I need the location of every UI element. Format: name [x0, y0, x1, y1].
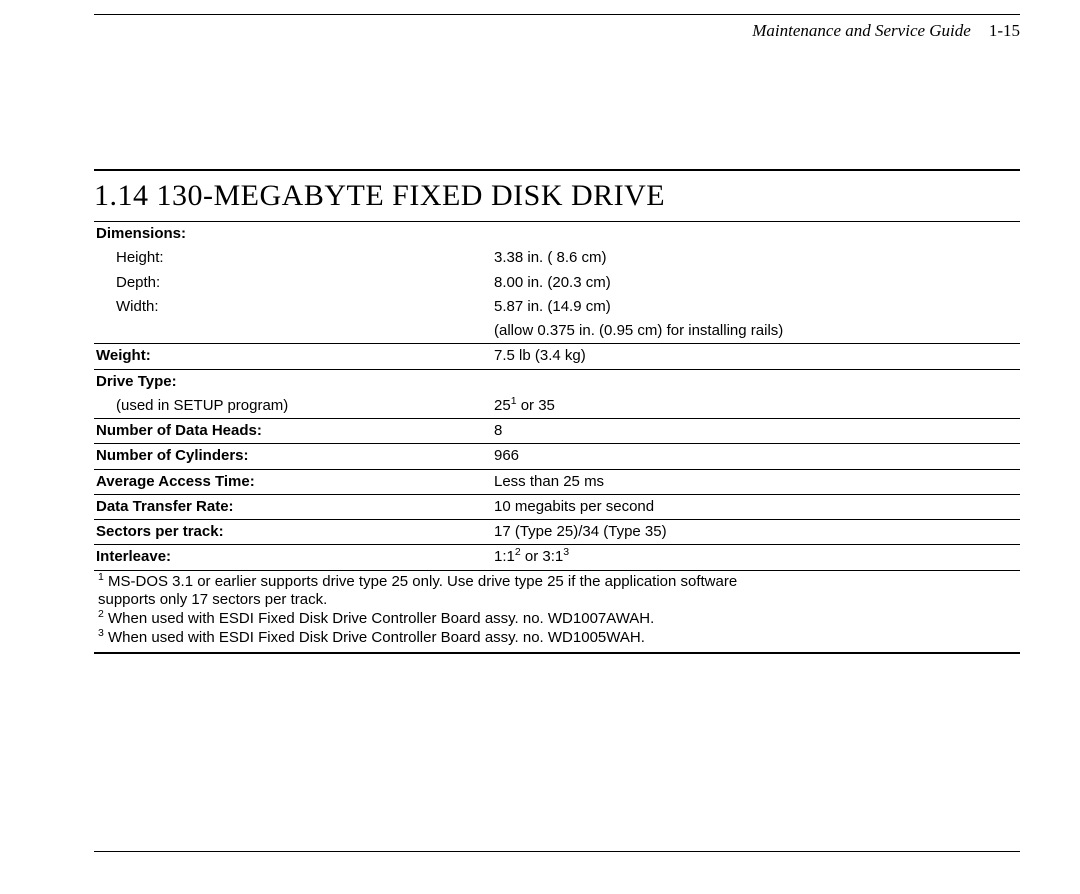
row-cylinders: Number of Cylinders: 966 — [94, 444, 1020, 469]
depth-value: 8.00 in. (20.3 cm) — [494, 273, 1020, 293]
height-label: Height: — [94, 248, 494, 268]
row-sectors: Sectors per track: 17 (Type 25)/34 (Type… — [94, 520, 1020, 545]
weight-label: Weight: — [94, 346, 494, 366]
page-number: 1-15 — [989, 21, 1020, 41]
sectors-label: Sectors per track: — [94, 522, 494, 542]
row-drive-type-header: Drive Type: — [94, 370, 1020, 394]
row-width: Width: 5.87 in. (14.9 cm) — [94, 295, 1020, 319]
row-depth: Depth: 8.00 in. (20.3 cm) — [94, 271, 1020, 295]
section-heading-block: 1.14 130-MEGABYTE FIXED DISK DRIVE — [94, 169, 1020, 222]
header-title: Maintenance and Service Guide — [752, 21, 971, 41]
footnote-1-line1: 1 MS-DOS 3.1 or earlier supports drive t… — [94, 573, 1020, 592]
spec-table: Dimensions: Height: 3.38 in. ( 8.6 cm) D… — [94, 222, 1020, 571]
data-heads-value: 8 — [494, 421, 1020, 441]
spacer — [94, 63, 1020, 169]
section-heading: 1.14 130-MEGABYTE FIXED DISK DRIVE — [94, 179, 1020, 213]
data-heads-label: Number of Data Heads: — [94, 421, 494, 441]
depth-label: Depth: — [94, 273, 494, 293]
drive-type-value: 251 or 35 — [494, 396, 1020, 416]
height-value: 3.38 in. ( 8.6 cm) — [494, 248, 1020, 268]
empty-value — [494, 372, 1020, 392]
row-data-heads: Number of Data Heads: 8 — [94, 419, 1020, 444]
running-header: Maintenance and Service Guide 1-15 — [94, 19, 1020, 63]
drive-type-post: or 35 — [517, 397, 555, 414]
row-weight: Weight: 7.5 lb (3.4 kg) — [94, 344, 1020, 369]
interleave-sup2: 3 — [563, 546, 569, 558]
sectors-value: 17 (Type 25)/34 (Type 35) — [494, 522, 1020, 542]
cylinders-label: Number of Cylinders: — [94, 446, 494, 466]
footnotes: 1 MS-DOS 3.1 or earlier supports drive t… — [94, 571, 1020, 654]
row-access-time: Average Access Time: Less than 25 ms — [94, 470, 1020, 495]
empty-label — [94, 321, 494, 341]
footnote-1-line2: supports only 17 sectors per track. — [94, 591, 1020, 610]
drive-type-pre: 25 — [494, 397, 511, 414]
footnote-3: 3 When used with ESDI Fixed Disk Drive C… — [94, 629, 1020, 648]
footnote-1-text-a: MS-DOS 3.1 or earlier supports drive typ… — [104, 573, 737, 590]
row-dimensions-header: Dimensions: — [94, 222, 1020, 246]
bottom-rule — [94, 851, 1020, 852]
dimensions-label: Dimensions: — [94, 224, 494, 244]
interleave-mid: or 3:1 — [521, 548, 564, 565]
top-rule — [94, 14, 1020, 15]
footnote-3-text: When used with ESDI Fixed Disk Drive Con… — [104, 629, 645, 646]
width-note: (allow 0.375 in. (0.95 cm) for installin… — [494, 321, 1020, 341]
transfer-rate-value: 10 megabits per second — [494, 497, 1020, 517]
footnote-2-text: When used with ESDI Fixed Disk Drive Con… — [104, 610, 654, 627]
drive-type-label: Drive Type: — [94, 372, 494, 392]
interleave-pre1: 1:1 — [494, 548, 515, 565]
width-label: Width: — [94, 297, 494, 317]
width-value: 5.87 in. (14.9 cm) — [494, 297, 1020, 317]
interleave-label: Interleave: — [94, 547, 494, 567]
empty-value — [494, 224, 1020, 244]
weight-value: 7.5 lb (3.4 kg) — [494, 346, 1020, 366]
row-interleave: Interleave: 1:12 or 3:13 — [94, 545, 1020, 570]
interleave-value: 1:12 or 3:13 — [494, 547, 1020, 567]
row-drive-type: (used in SETUP program) 251 or 35 — [94, 394, 1020, 419]
access-time-value: Less than 25 ms — [494, 472, 1020, 492]
row-height: Height: 3.38 in. ( 8.6 cm) — [94, 246, 1020, 270]
transfer-rate-label: Data Transfer Rate: — [94, 497, 494, 517]
access-time-label: Average Access Time: — [94, 472, 494, 492]
drive-type-sublabel: (used in SETUP program) — [94, 396, 494, 416]
row-width-note: (allow 0.375 in. (0.95 cm) for installin… — [94, 319, 1020, 344]
footnote-2: 2 When used with ESDI Fixed Disk Drive C… — [94, 610, 1020, 629]
cylinders-value: 966 — [494, 446, 1020, 466]
row-transfer-rate: Data Transfer Rate: 10 megabits per seco… — [94, 495, 1020, 520]
